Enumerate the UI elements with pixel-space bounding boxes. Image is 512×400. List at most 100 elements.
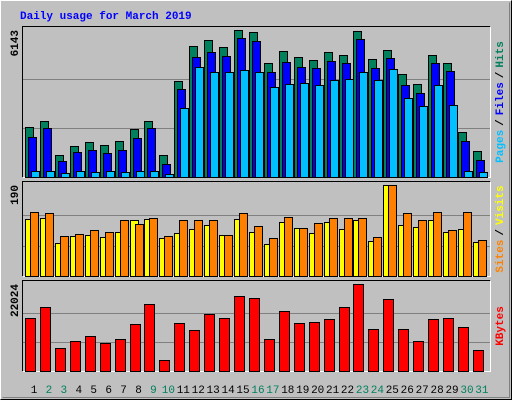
x-tick-label: 26 [401,385,414,397]
bar [389,69,398,178]
bar [479,172,488,178]
x-tick-label: 6 [105,385,112,397]
bar [419,106,428,178]
bar [25,318,36,372]
bar [270,87,279,178]
bar [300,83,309,178]
bar [60,236,69,277]
bar [130,324,141,372]
bar [179,220,188,277]
x-tick-label: 19 [296,385,309,397]
panel-shadow [22,26,491,178]
bar [136,171,145,178]
bar [458,327,469,372]
x-tick-label: 17 [266,385,279,397]
bar [159,360,170,372]
bar [46,171,55,178]
bar [403,213,412,277]
x-tick-label: 30 [460,385,473,397]
bar [398,329,409,372]
bar [428,319,439,372]
bar [209,220,218,277]
bar [31,171,40,178]
bar [404,98,413,178]
x-tick-label: 21 [326,385,340,397]
bar [204,314,215,372]
bar [240,70,249,178]
y-tick-label: 6143 [10,30,22,57]
bar [309,322,320,372]
bar [448,230,457,277]
bar [121,172,130,178]
panel-shadow [22,181,491,277]
bar [315,85,324,178]
bar [30,212,39,277]
bar [269,238,278,277]
bar [254,226,263,277]
legend-entry: Sites [495,240,507,273]
bar [147,128,156,178]
legend-entry: Visits [495,185,507,225]
bar [85,336,96,372]
bar [225,72,234,178]
bar [105,232,114,277]
bar [224,235,233,277]
x-tick-label: 31 [475,385,489,397]
x-tick-label: 24 [371,385,385,397]
bar [330,80,339,178]
x-tick-label: 4 [75,385,82,397]
bar [180,108,189,178]
bar [189,330,200,372]
x-tick-label: 20 [311,385,324,397]
bar [164,236,173,277]
x-tick-label: 9 [150,385,157,397]
legend: KBytes [495,306,507,346]
bar [473,350,484,372]
bar [165,174,174,178]
bar [43,128,52,178]
bar [374,80,383,178]
legend-separator: / [495,71,507,78]
bar [359,72,368,178]
x-tick-label: 16 [251,385,264,397]
x-tick-label: 5 [90,385,97,397]
bar [150,171,159,178]
bar [174,323,185,372]
x-tick-label: 28 [431,385,444,397]
bar [234,296,245,372]
x-tick-label: 12 [192,385,205,397]
bar [329,218,338,277]
legend-separator: / [495,229,507,236]
bar [91,172,100,178]
bar [339,307,350,372]
bar [344,218,353,277]
x-tick-label: 25 [386,385,399,397]
bar [45,213,54,277]
x-tick-label: 8 [135,385,142,397]
bar [345,79,354,178]
y-tick-label: 190 [10,185,22,205]
bar [413,341,424,372]
bar [433,212,442,277]
x-tick-label: 7 [120,385,127,397]
legend-entry: Hits [495,41,507,67]
legend-entry: Files [495,82,507,115]
bar [434,85,443,178]
chart-title: Daily usage for March 2019 [20,11,192,23]
bar [115,339,126,372]
bar [314,223,323,277]
bar [463,212,472,277]
x-tick-label: 2 [46,385,53,397]
x-tick-label: 18 [281,385,294,397]
bar [478,240,487,277]
bar [294,323,305,372]
x-tick-label: 23 [356,385,369,397]
bar [284,217,293,277]
bar [368,329,379,372]
bar [144,304,155,372]
x-tick-label: 15 [236,385,249,397]
bar [90,230,99,277]
bar [135,224,144,277]
bar [55,348,66,372]
